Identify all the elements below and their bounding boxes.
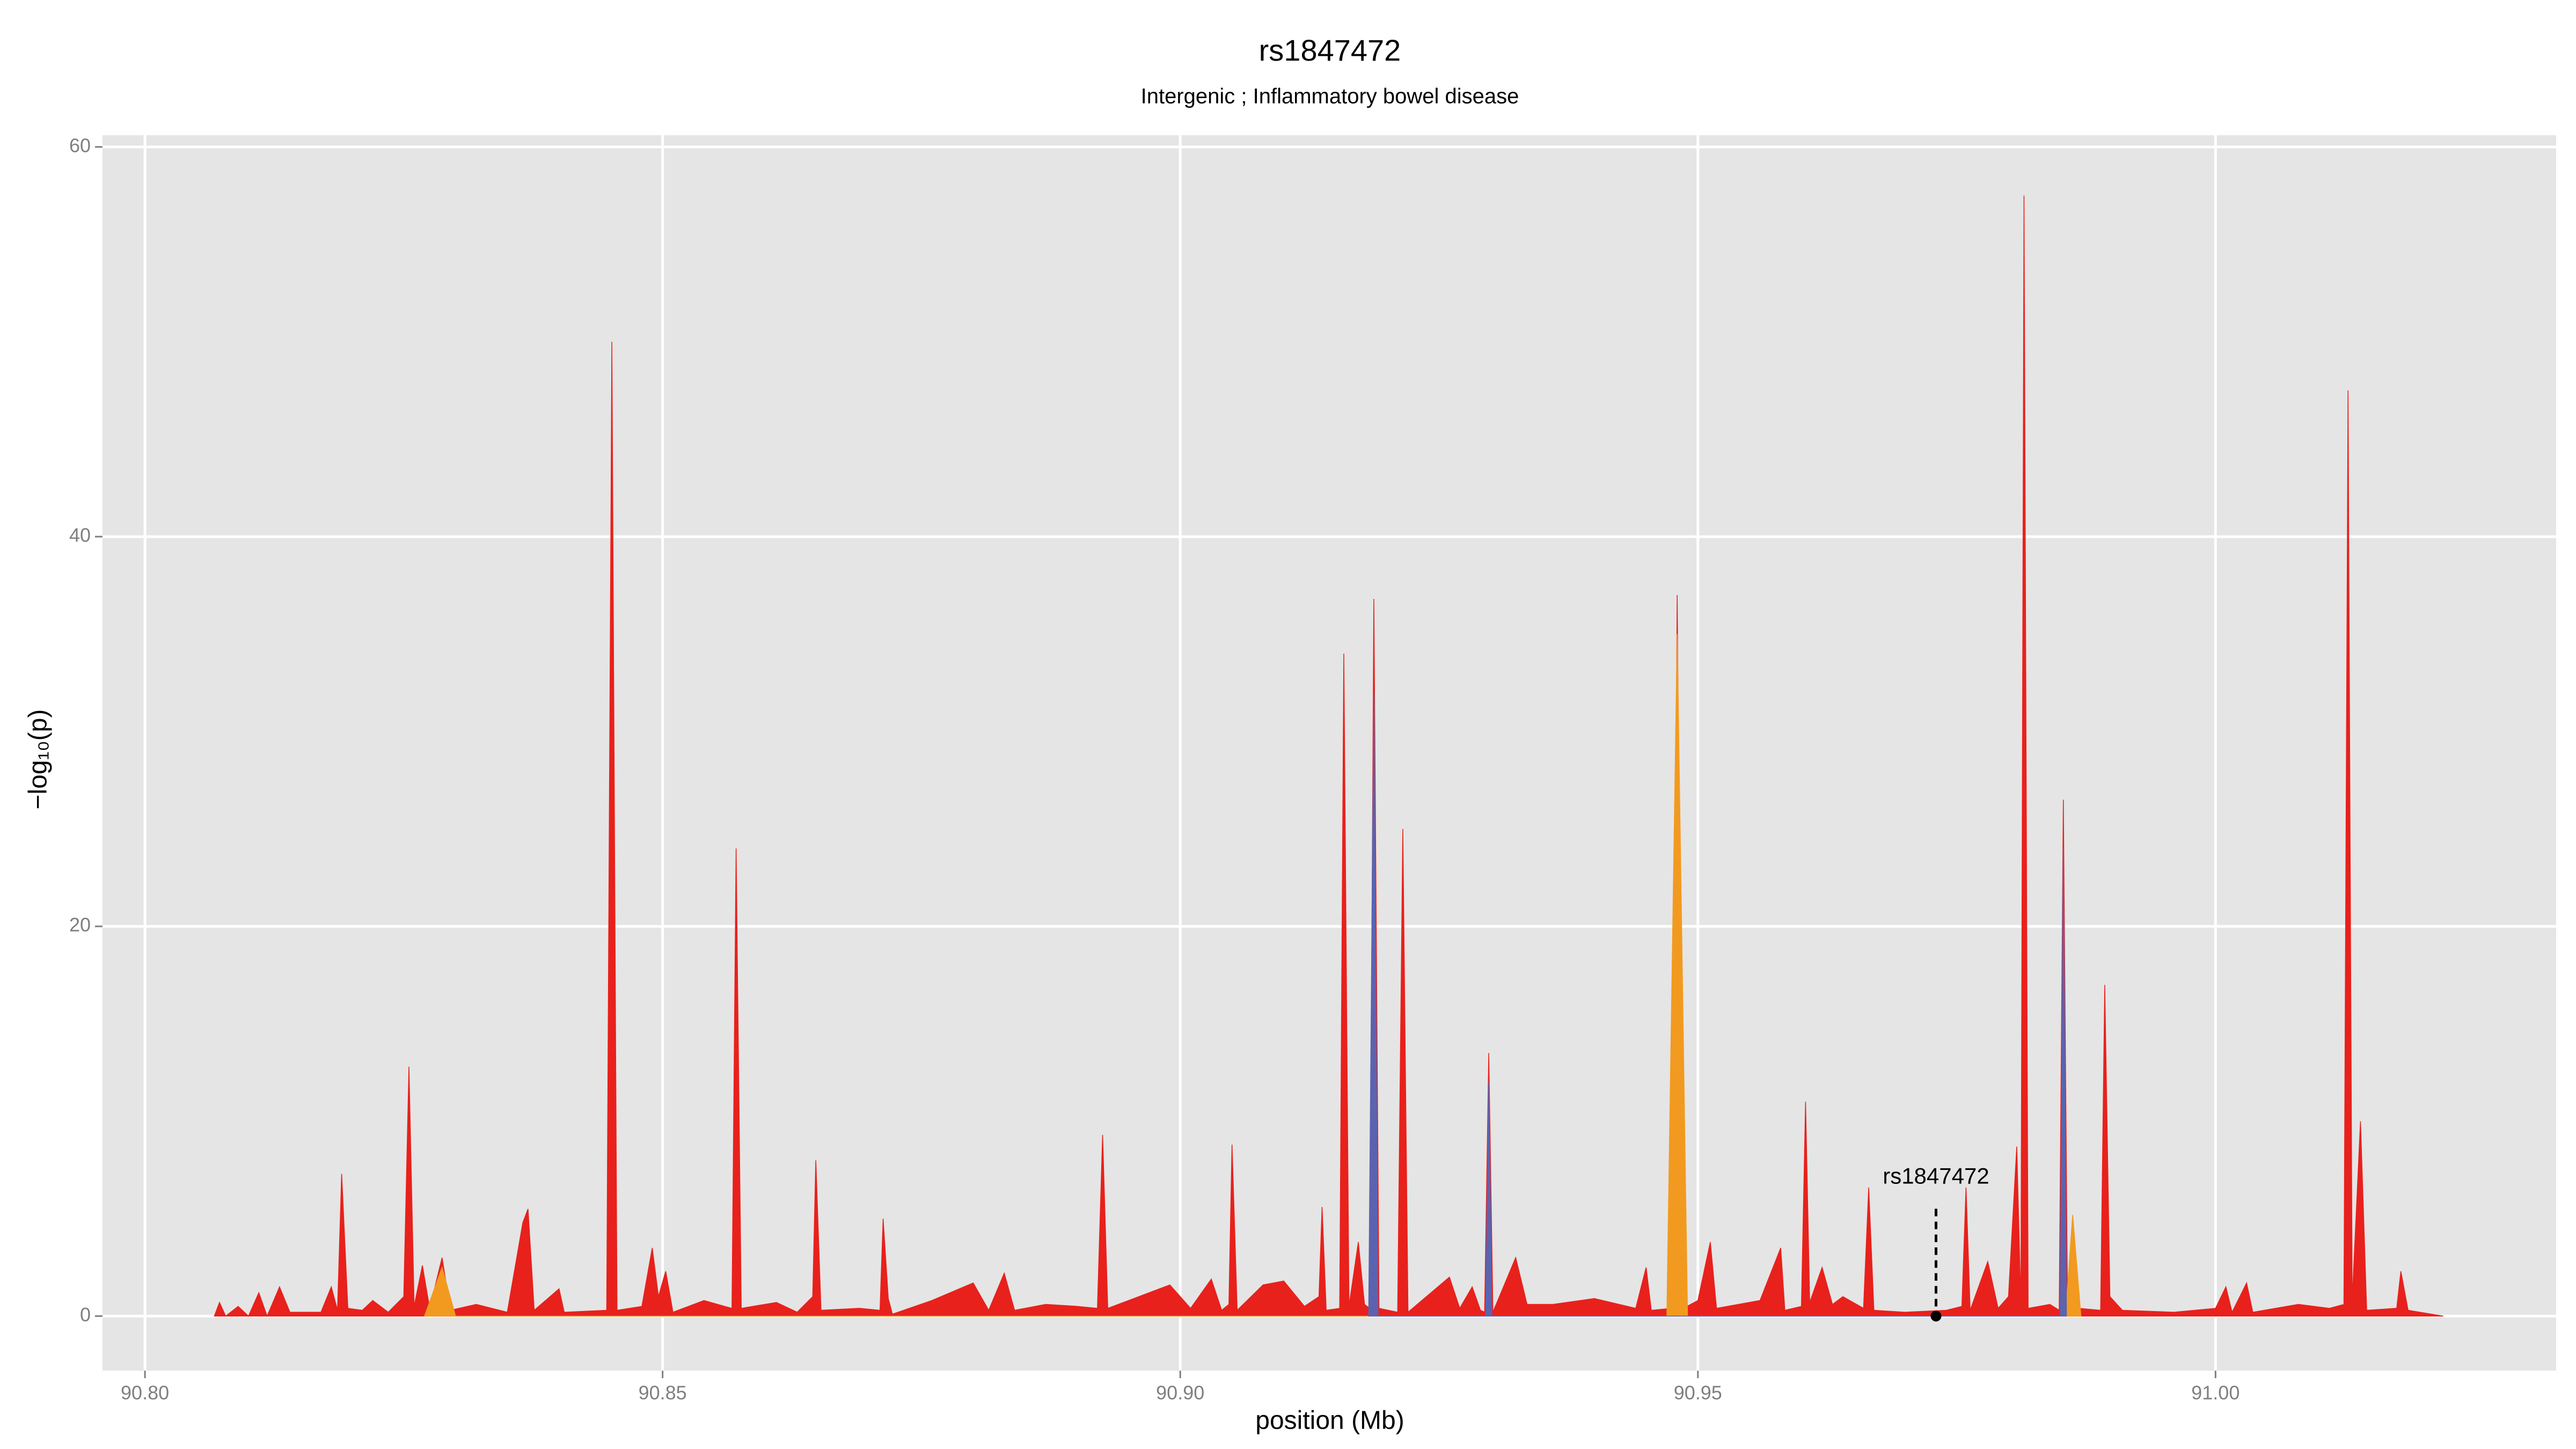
chart-title: rs1847472 xyxy=(1259,33,1401,67)
y-tick-label: 40 xyxy=(69,524,91,546)
y-tick-label: 20 xyxy=(69,914,91,936)
area xyxy=(423,634,2082,1317)
annotation-point xyxy=(1930,1311,1942,1322)
area xyxy=(1368,692,2067,1317)
y-tick-label: 0 xyxy=(80,1304,91,1326)
x-tick-label: 90.85 xyxy=(639,1382,687,1404)
annotation-label: rs1847472 xyxy=(1883,1163,1989,1188)
area xyxy=(214,195,2443,1318)
x-tick-label: 90.90 xyxy=(1156,1382,1204,1404)
x-tick-label: 90.95 xyxy=(1674,1382,1722,1404)
x-axis-label: position (Mb) xyxy=(1255,1407,1404,1435)
y-axis-label: −log₁₀(p) xyxy=(24,709,53,810)
plot-background xyxy=(103,135,2556,1371)
y-tick-label: 60 xyxy=(69,134,91,156)
chart-subtitle: Intergenic ; Inflammatory bowel disease xyxy=(1141,85,1519,108)
x-tick-label: 90.80 xyxy=(121,1382,169,1404)
x-tick-label: 91.00 xyxy=(2191,1382,2240,1404)
